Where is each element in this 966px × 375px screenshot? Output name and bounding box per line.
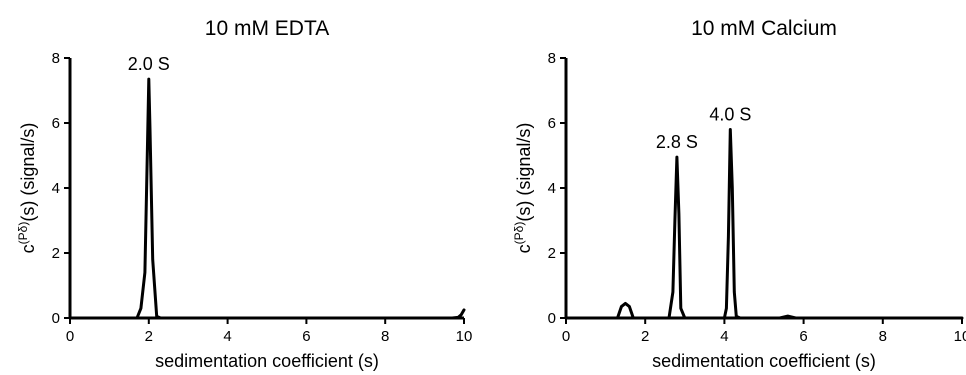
y-tick-label: 6 — [548, 115, 556, 132]
x-tick-label: 6 — [799, 328, 807, 345]
y-tick-label: 8 — [52, 50, 60, 67]
y-axis-label-superscript: (Pδ) — [16, 222, 30, 245]
y-tick-label: 0 — [548, 310, 556, 327]
x-tick-label: 8 — [381, 328, 389, 345]
series-line-0 — [68, 77, 466, 320]
x-tick-label: 10 — [456, 328, 473, 345]
y-tick-label: 2 — [52, 245, 60, 262]
peak-labels: 2.8 S 4.0 S — [656, 105, 751, 153]
y-tick-label: 8 — [548, 50, 556, 67]
x-axis-label: sedimentation coefficient (s) — [652, 351, 876, 371]
x-tick-label: 6 — [302, 328, 310, 345]
x-axis-ticks: 0 2 4 6 8 10 — [66, 318, 473, 345]
y-tick-label: 0 — [52, 310, 60, 327]
x-axis-ticks: 0 2 4 6 8 10 — [562, 318, 966, 345]
chart-panel-edta: 10 mM EDTA c(Pδ)(s) (signal/s) sedimenta… — [16, 17, 472, 371]
peak-label: 4.0 S — [709, 105, 751, 125]
peak-label: 2.8 S — [656, 132, 698, 152]
chart-title: 10 mM Calcium — [691, 17, 837, 40]
y-axis-label: c(Pδ)(s) (signal/s) — [512, 123, 534, 254]
x-tick-label: 4 — [223, 328, 231, 345]
y-axis-ticks: 0 2 4 6 8 — [52, 50, 70, 327]
y-axis-label-superscript: (Pδ) — [512, 222, 526, 245]
y-axis-ticks: 0 2 4 6 8 — [548, 50, 566, 327]
chart-panel-calcium: 10 mM Calcium c(Pδ)(s) (signal/s) sedime… — [512, 17, 966, 371]
y-axis-label-main: c — [514, 244, 534, 253]
series-line-0 — [564, 128, 964, 320]
y-axis-label-main: c — [18, 244, 38, 253]
x-tick-label: 10 — [954, 328, 966, 345]
chart-title: 10 mM EDTA — [205, 17, 329, 40]
series-group — [68, 77, 466, 320]
x-tick-label: 2 — [145, 328, 153, 345]
x-tick-label: 8 — [879, 328, 887, 345]
y-tick-label: 2 — [548, 245, 556, 262]
peak-label: 2.0 S — [128, 54, 170, 74]
y-axis-label-rest: (s) (signal/s) — [18, 123, 38, 222]
x-tick-label: 0 — [562, 328, 570, 345]
y-axis-label: c(Pδ)(s) (signal/s) — [16, 123, 38, 254]
x-tick-label: 4 — [720, 328, 728, 345]
series-group — [564, 128, 964, 320]
x-axis-label: sedimentation coefficient (s) — [155, 351, 379, 371]
y-tick-label: 4 — [52, 180, 60, 197]
y-tick-label: 6 — [52, 115, 60, 132]
y-axis-label-rest: (s) (signal/s) — [514, 123, 534, 222]
peak-labels: 2.0 S — [128, 54, 170, 74]
x-tick-label: 0 — [66, 328, 74, 345]
y-tick-label: 4 — [548, 180, 556, 197]
x-tick-label: 2 — [641, 328, 649, 345]
